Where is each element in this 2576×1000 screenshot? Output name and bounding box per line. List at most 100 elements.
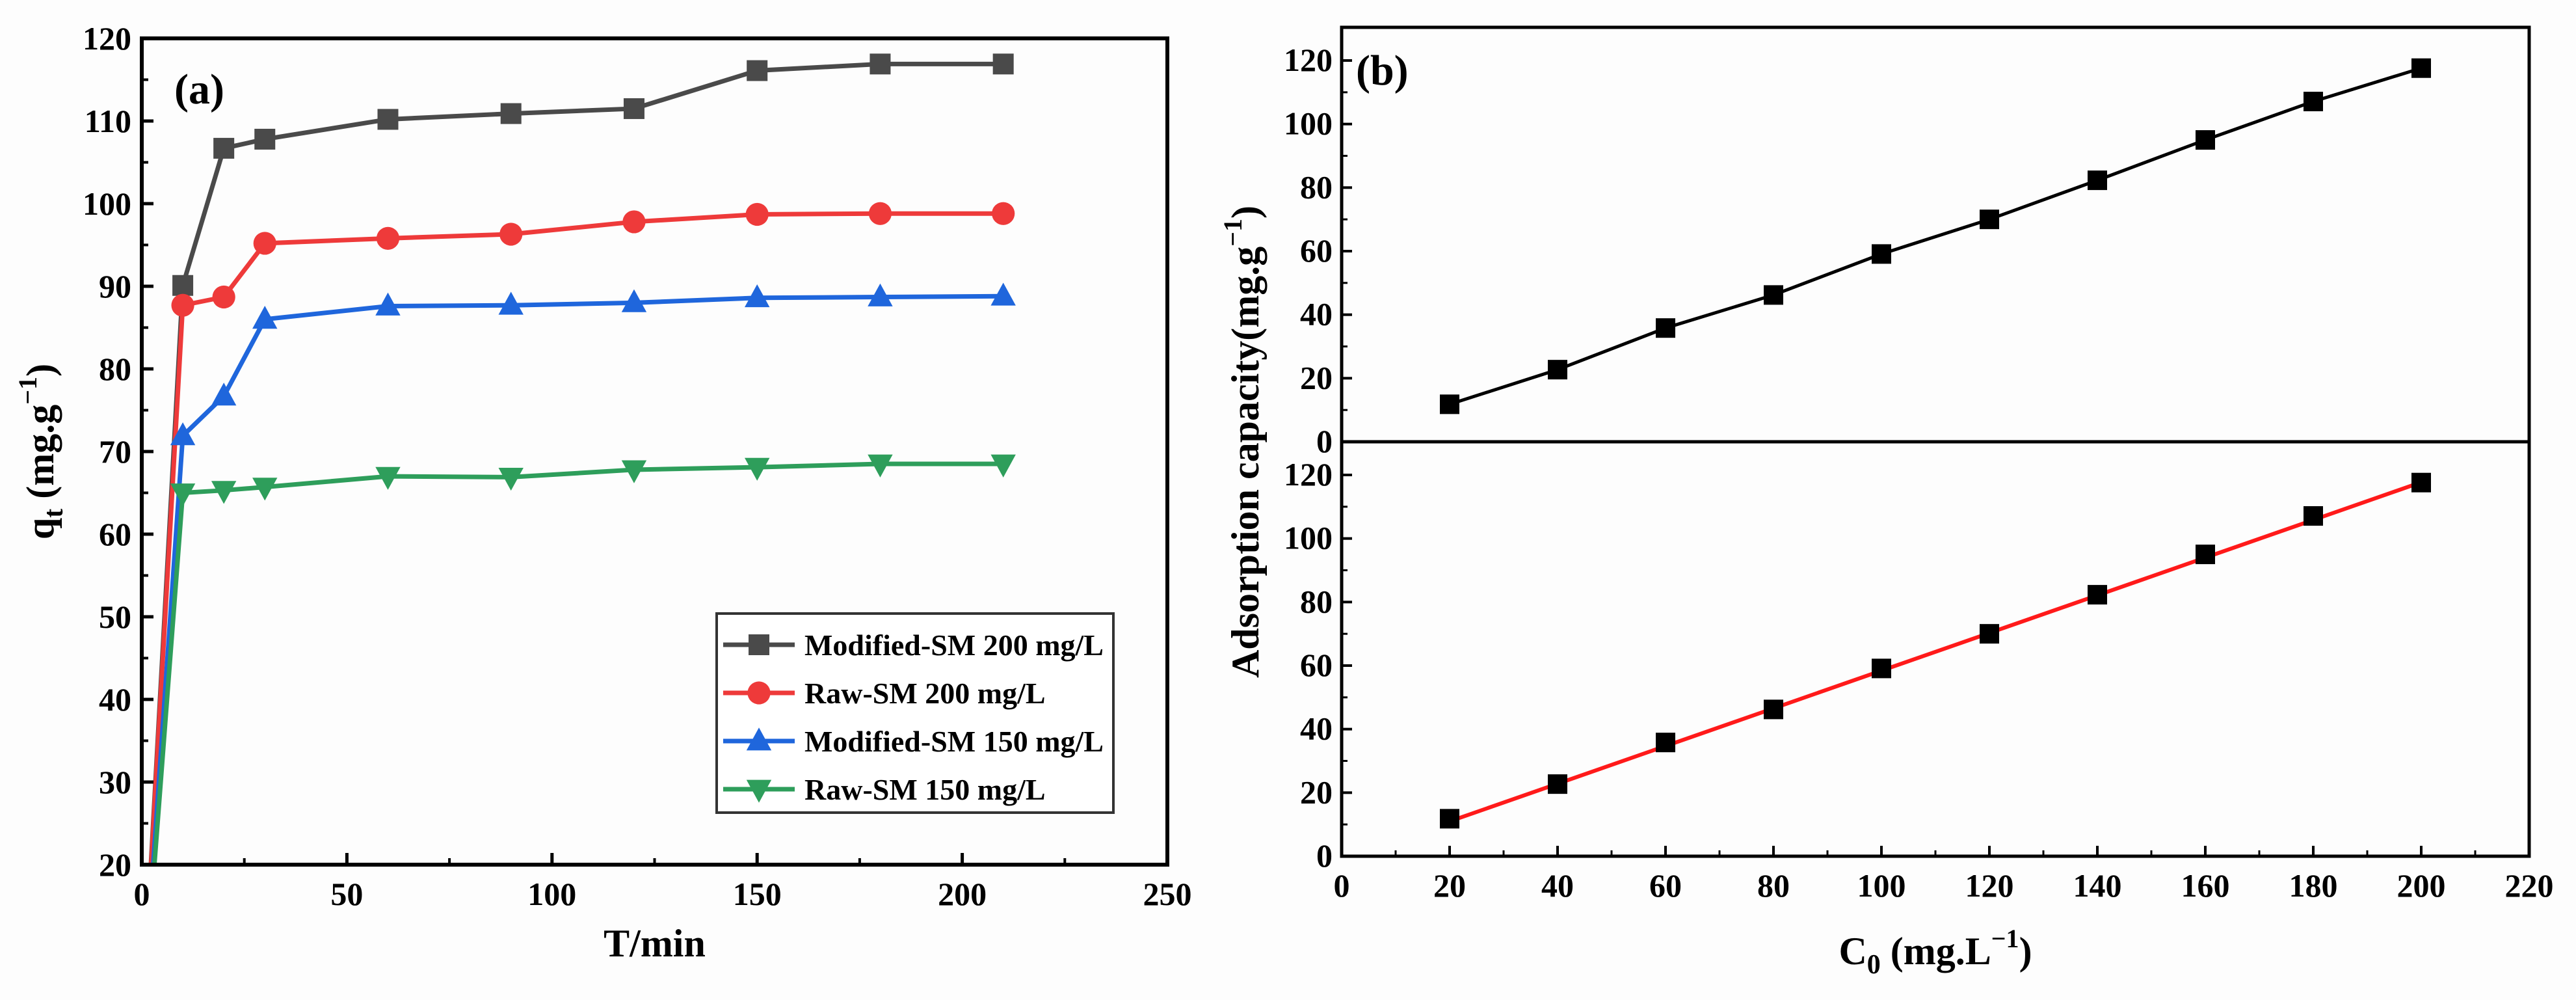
data-point — [868, 283, 893, 306]
x-tick-label: 200 — [938, 876, 987, 912]
y-tick-label: 110 — [85, 103, 131, 139]
y-tick-label-bottom: 80 — [1300, 583, 1333, 619]
y-tick-label: 100 — [83, 185, 131, 222]
data-point — [747, 60, 768, 81]
data-point — [377, 109, 399, 130]
data-point — [2304, 506, 2323, 526]
data-point — [1656, 318, 1675, 338]
data-point — [375, 292, 401, 316]
data-point — [623, 98, 644, 119]
series-line-top — [1449, 66, 2422, 406]
data-point — [1872, 244, 1891, 264]
data-point — [2411, 472, 2431, 493]
y-tick-label: 120 — [83, 20, 131, 57]
legend-marker-triangle-down-icon — [746, 779, 772, 803]
data-point — [622, 210, 646, 234]
legend-item: Raw-SM 150 mg/L — [723, 773, 1046, 806]
y-axis-title-a: qt (mg.g−1) — [13, 364, 69, 539]
y-tick-label: 40 — [99, 681, 131, 718]
series-line-0 — [148, 61, 1003, 865]
x-tick-label: 220 — [2505, 867, 2554, 904]
x-tick-label: 180 — [2289, 867, 2338, 904]
y-tick-label-bottom: 60 — [1300, 647, 1333, 683]
x-tick-label: 0 — [134, 876, 150, 912]
data-point — [2304, 91, 2323, 111]
data-point — [1764, 699, 1783, 720]
x-tick-label: 100 — [1857, 867, 1906, 904]
y-tick-label: 20 — [99, 846, 131, 883]
data-point — [252, 306, 278, 329]
x-tick-label: 140 — [2073, 867, 2122, 904]
data-point — [2196, 130, 2215, 150]
data-point — [172, 275, 194, 296]
y-tick-label: 90 — [99, 268, 131, 304]
legend-item: Raw-SM 200 mg/L — [723, 677, 1046, 710]
panel-label-b: (b) — [1356, 47, 1409, 94]
data-point — [170, 422, 196, 446]
y-axis-title-part: ) — [1224, 206, 1267, 219]
data-point — [2088, 170, 2107, 191]
series-line-2 — [151, 293, 1003, 865]
x-tick-label: 160 — [2181, 867, 2230, 904]
y-axis-title-part: (mg.g — [19, 405, 62, 509]
x-tick-label: 120 — [1965, 867, 2014, 904]
legend-label: Raw-SM 150 mg/L — [804, 773, 1046, 806]
x-tick-label: 20 — [1433, 867, 1466, 904]
data-point — [621, 289, 647, 312]
panel-a: 20 30 40 50 60 70 80 90 100 110 120 0 50 100 150 200 250… — [13, 20, 1192, 965]
x-axis-title-part: −1 — [1991, 924, 2019, 953]
data-point — [1440, 394, 1459, 414]
y-tick-label: 70 — [99, 433, 131, 470]
data-point — [1872, 658, 1891, 679]
data-point — [868, 454, 893, 478]
x-axis-title-part: C — [1839, 930, 1866, 973]
data-point — [992, 53, 1014, 75]
x-tick-label: 150 — [733, 876, 782, 912]
data-point — [254, 128, 276, 150]
x-tick-label: 100 — [527, 876, 576, 912]
y-tick-label-top: 60 — [1300, 232, 1333, 269]
x-tick-label: 80 — [1757, 867, 1790, 904]
data-point — [500, 103, 522, 124]
y-tick-label: 80 — [99, 351, 131, 387]
y-tick-label-bottom: 20 — [1300, 774, 1333, 810]
data-point — [870, 53, 891, 75]
data-point — [1980, 624, 1999, 644]
series-line-3 — [152, 461, 1003, 865]
data-point — [253, 232, 276, 255]
data-point — [211, 383, 237, 406]
y-axis-title-b: Adsorption capacity(mg.g−1) — [1218, 206, 1267, 678]
y-tick-label-bottom: 120 — [1284, 456, 1333, 493]
data-point — [170, 483, 196, 507]
legend-marker-triangle-up-icon — [746, 727, 772, 751]
y-axis-title-part: ) — [19, 364, 62, 377]
data-point — [375, 466, 401, 490]
legend-label: Modified-SM 200 mg/L — [804, 628, 1104, 662]
x-axis-title-part: 0 — [1867, 950, 1881, 980]
legend-label: Raw-SM 200 mg/L — [804, 677, 1046, 710]
legend-item: Modified-SM 150 mg/L — [723, 725, 1104, 758]
y-axis-title-part: −1 — [1218, 219, 1247, 247]
data-point — [2411, 58, 2431, 78]
legend-a: Modified-SM 200 mg/L Raw-SM 200 mg/L Modif… — [715, 612, 1115, 814]
series-line-1 — [148, 211, 1003, 865]
y-tick-label-bottom: 40 — [1300, 710, 1333, 747]
y-tick-label-top: 120 — [1284, 42, 1333, 78]
data-point — [213, 137, 235, 159]
data-point — [1548, 774, 1567, 794]
data-point — [745, 457, 770, 481]
data-point — [2088, 585, 2107, 605]
y-tick-label-top: 40 — [1300, 296, 1333, 332]
y-axis-title-part: Adsorption capacity(mg.g — [1224, 247, 1267, 678]
y-tick-label-top: 100 — [1284, 105, 1333, 142]
y-tick-label: 50 — [99, 599, 131, 635]
data-point — [252, 478, 278, 501]
x-tick-label: 250 — [1143, 876, 1192, 912]
data-point — [498, 467, 524, 491]
y-axis-title-part: t — [39, 509, 69, 518]
plot-area-a — [148, 53, 1016, 865]
y-axis-title-part: q — [19, 518, 62, 539]
